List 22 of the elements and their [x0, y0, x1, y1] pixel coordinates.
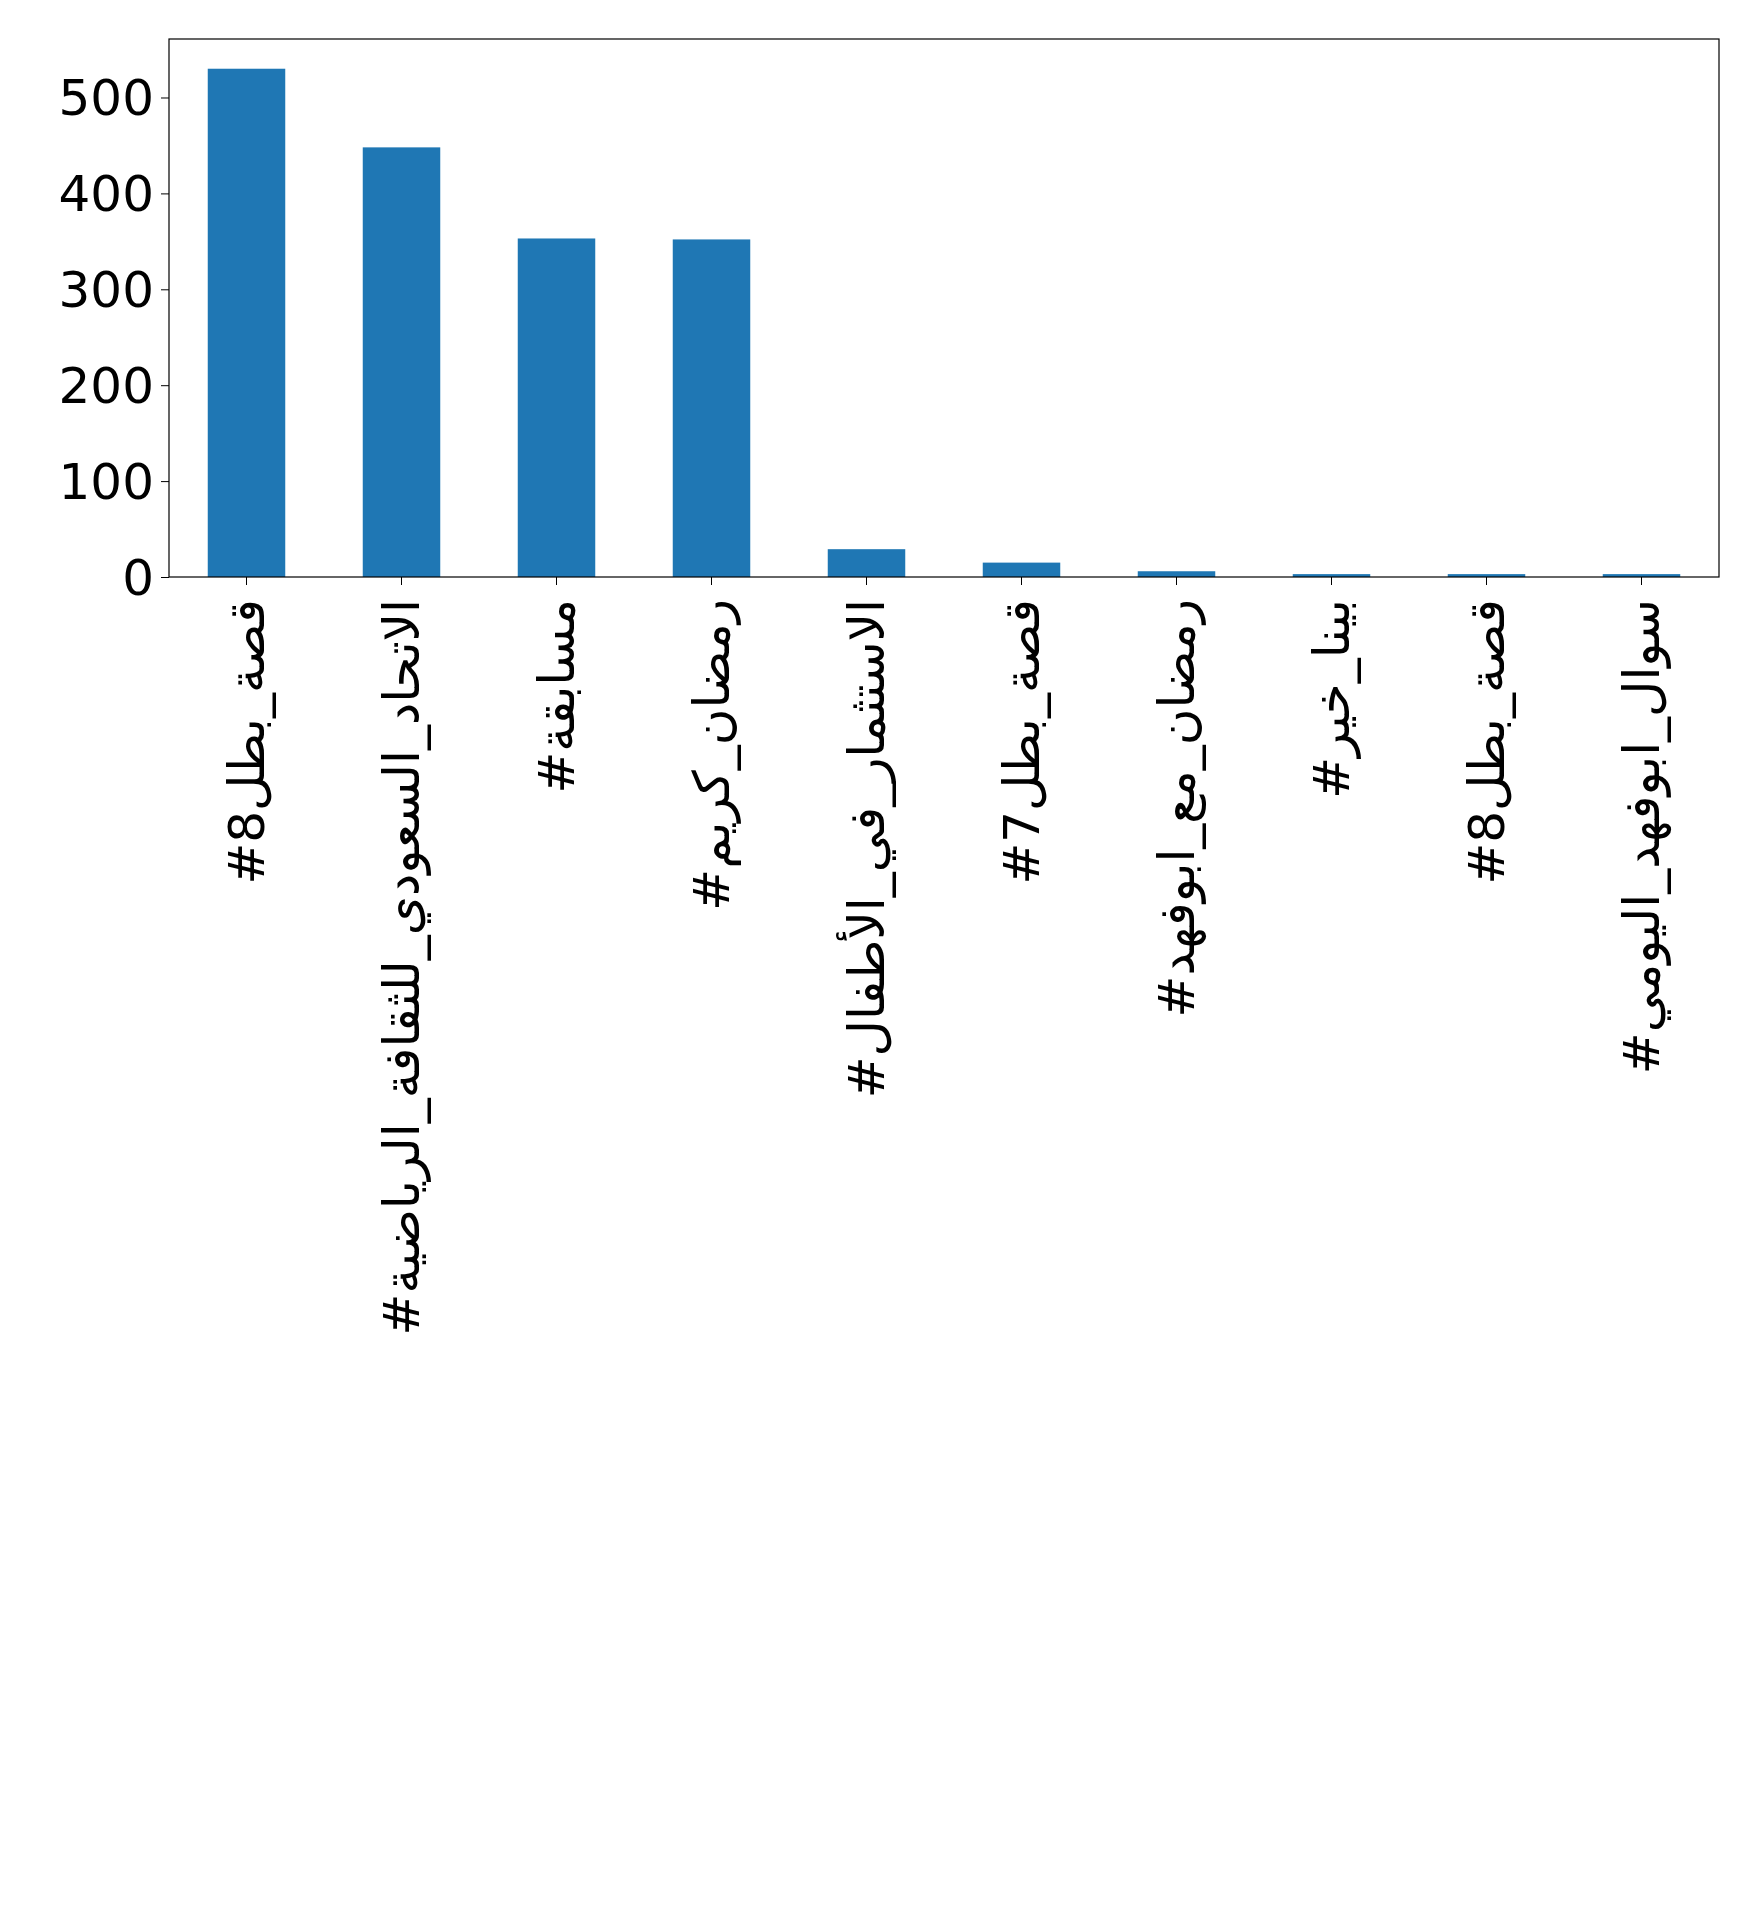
- bar: [672, 239, 751, 577]
- y-tick-label: 500: [58, 69, 154, 128]
- x-tick-label: #بينا_خير: [1303, 599, 1361, 799]
- x-tick-label: #مسابقة: [528, 599, 586, 794]
- y-tick-label: 400: [58, 165, 154, 224]
- bar: [982, 562, 1061, 577]
- x-tick-label: #قصة_بطل7: [993, 599, 1051, 885]
- y-tick-label: 200: [58, 357, 154, 416]
- x-tick-label: #رمضان_مع_ابوفهد: [1148, 599, 1207, 1018]
- x-tick-label: #قصة_بطل8: [218, 599, 276, 885]
- x-tick-label: #سوال_ابوفهد_اليومي: [1613, 599, 1672, 1075]
- bar: [827, 549, 906, 577]
- bar: [517, 238, 596, 577]
- x-tick-label: #8قصة_بطل: [1458, 599, 1516, 885]
- y-tick-label: 300: [58, 261, 154, 320]
- y-tick-label: 100: [58, 453, 154, 512]
- x-tick-label: #رمضان_كريم: [683, 599, 741, 911]
- x-tick-label: #الاستثمار_في_الأطفال: [836, 599, 896, 1099]
- bar: [207, 68, 286, 577]
- x-tick-label: #الاتحاد_السعودي_للثقافة_الرياضية: [373, 599, 431, 1336]
- bar: [362, 147, 441, 577]
- y-tick-label: 0: [122, 549, 154, 607]
